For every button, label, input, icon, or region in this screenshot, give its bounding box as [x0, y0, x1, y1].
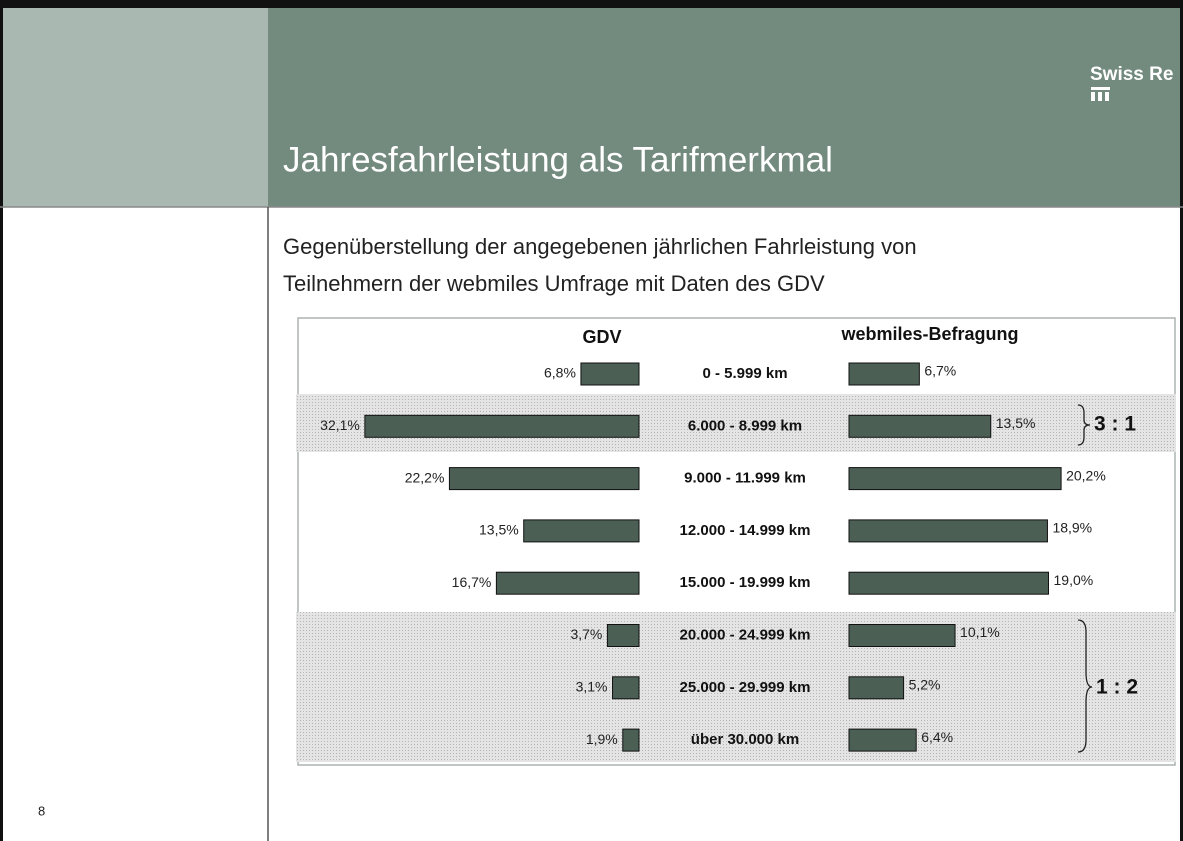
- bar: [495, 571, 640, 595]
- subtitle-line: Gegenüberstellung der angegebenen jährli…: [283, 234, 917, 259]
- left-border: [0, 0, 3, 841]
- bar: [848, 467, 1062, 491]
- value-label: 3,1%: [576, 679, 608, 695]
- value-label: 3,7%: [570, 626, 602, 642]
- right-border: [1180, 0, 1183, 841]
- legend-label: webmiles-Befragung: [840, 324, 1018, 344]
- value-label: 1,9%: [586, 731, 618, 747]
- category-label: 12.000 - 14.999 km: [680, 522, 811, 539]
- category-label: 20.000 - 24.999 km: [680, 626, 811, 643]
- bar: [848, 728, 917, 752]
- value-label: 6,4%: [921, 729, 953, 745]
- page-number: 8: [38, 803, 45, 818]
- header-side: [0, 0, 268, 207]
- value-label: 22,2%: [405, 469, 445, 485]
- legend-label: GDV: [582, 327, 621, 347]
- brand: Swiss Re: [1090, 64, 1173, 85]
- top-border: [0, 0, 1183, 8]
- bar: [612, 676, 640, 700]
- bar: [848, 624, 956, 647]
- bar: [848, 414, 992, 438]
- ratio-annotation: 3 : 1: [1094, 413, 1136, 436]
- category-label: über 30.000 km: [691, 731, 799, 748]
- value-label: 5,2%: [909, 677, 941, 693]
- brace: [1077, 404, 1091, 446]
- slide-title: Jahresfahrleistung als Tarifmerkmal: [283, 140, 833, 179]
- ratio-annotation: 1 : 2: [1096, 676, 1138, 699]
- value-label: 32,1%: [320, 417, 360, 433]
- value-label: 13,5%: [996, 415, 1036, 431]
- subtitle-line: Teilnehmern der webmiles Umfrage mit Dat…: [283, 271, 825, 296]
- highlight-band: [296, 612, 1176, 762]
- category-label: 25.000 - 29.999 km: [680, 679, 811, 696]
- category-label: 15.000 - 19.999 km: [680, 574, 811, 591]
- header-band: [268, 0, 1183, 207]
- value-label: 20,2%: [1066, 467, 1106, 483]
- value-label: 18,9%: [1052, 520, 1092, 536]
- value-label: 6,8%: [544, 365, 576, 381]
- category-label: 6.000 - 8.999 km: [688, 417, 802, 434]
- value-label: 6,7%: [924, 363, 956, 379]
- bar: [848, 676, 905, 700]
- bar: [606, 624, 640, 647]
- value-label: 19,0%: [1054, 572, 1094, 588]
- bar: [580, 362, 640, 386]
- category-label: 0 - 5.999 km: [702, 365, 787, 382]
- bar: [523, 519, 640, 543]
- bar: [848, 571, 1049, 595]
- value-label: 16,7%: [452, 574, 492, 590]
- bar: [448, 467, 640, 491]
- bar: [622, 728, 640, 752]
- bar: [848, 519, 1048, 543]
- brace: [1077, 619, 1093, 753]
- value-label: 13,5%: [479, 522, 519, 538]
- category-label: 9.000 - 11.999 km: [684, 470, 806, 487]
- value-label: 10,1%: [960, 624, 1000, 640]
- logo: [1091, 87, 1110, 101]
- bar: [364, 414, 640, 438]
- bar: [848, 362, 920, 386]
